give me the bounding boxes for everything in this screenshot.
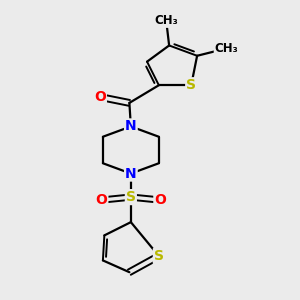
Text: CH₃: CH₃	[154, 14, 178, 27]
Text: O: O	[95, 193, 107, 207]
Text: CH₃: CH₃	[215, 42, 238, 55]
Text: O: O	[94, 90, 106, 104]
Text: O: O	[154, 193, 166, 207]
Text: S: S	[126, 190, 136, 204]
Text: N: N	[125, 167, 137, 181]
Text: N: N	[125, 119, 137, 134]
Text: S: S	[186, 78, 196, 92]
Text: S: S	[154, 249, 164, 263]
